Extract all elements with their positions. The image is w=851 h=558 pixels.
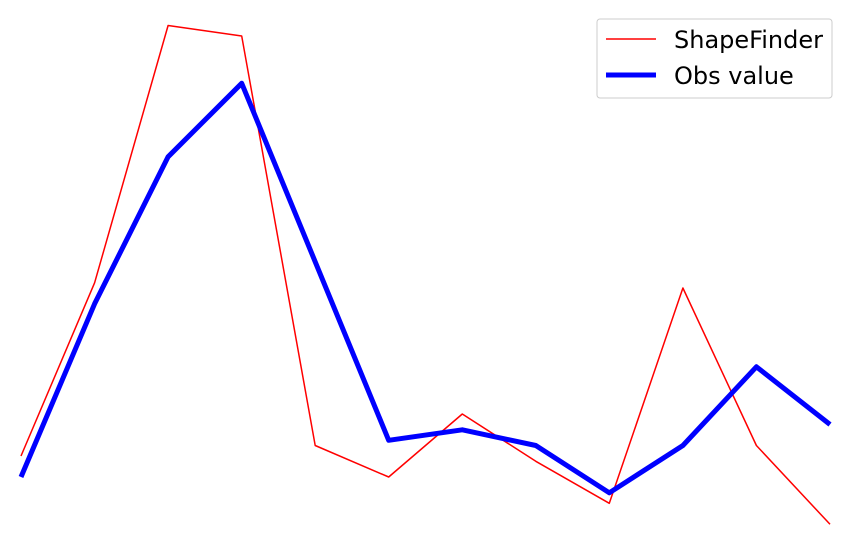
legend-label-shapefinder: ShapeFinder — [674, 26, 823, 54]
series-layer — [18, 24, 832, 525]
series-line-obs-value — [18, 80, 832, 496]
legend: ShapeFinder Obs value — [596, 18, 833, 99]
legend-label-obs-value: Obs value — [674, 62, 794, 90]
series-line-shapefinder — [20, 24, 831, 525]
